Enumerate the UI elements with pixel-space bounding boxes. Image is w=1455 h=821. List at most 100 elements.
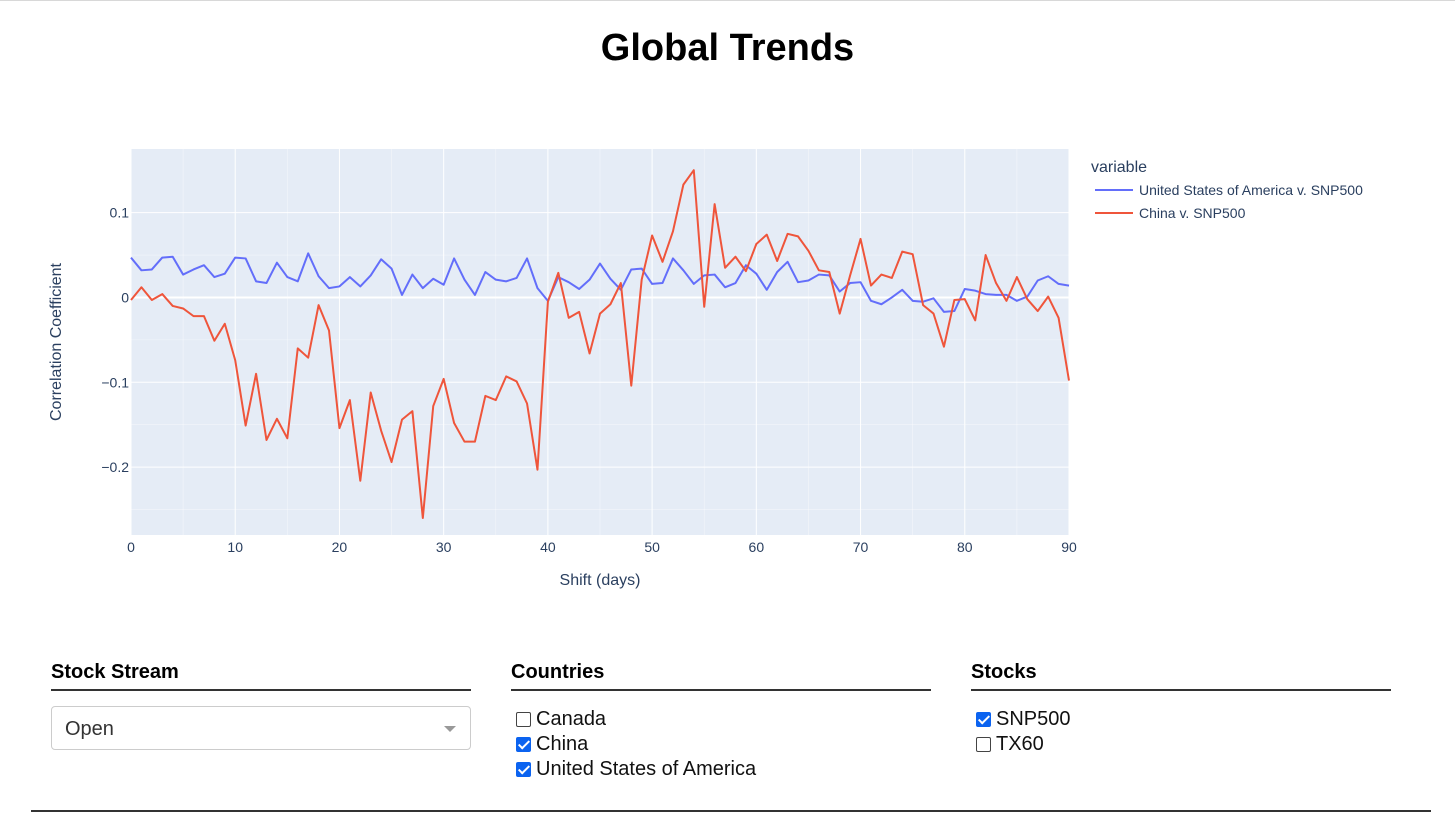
data-point (526, 257, 528, 259)
y-axis-title: Correlation Coefficient (48, 262, 65, 421)
country-option[interactable]: China (516, 732, 931, 757)
data-point (391, 461, 393, 463)
data-point (380, 430, 382, 432)
data-point (318, 275, 320, 277)
data-point (484, 395, 486, 397)
data-point (682, 184, 684, 186)
legend-title: variable (1091, 159, 1147, 176)
data-point (807, 250, 809, 252)
data-point (255, 280, 257, 282)
data-point (370, 274, 372, 276)
legend-item-label: China v. SNP500 (1139, 205, 1246, 221)
data-point (151, 268, 153, 270)
data-point (933, 297, 935, 299)
stocks-checklist: SNP500 TX60 (971, 707, 1391, 757)
data-point (328, 330, 330, 332)
data-point (547, 301, 549, 303)
data-point (536, 287, 538, 289)
data-point (1016, 276, 1018, 278)
data-point (912, 300, 914, 302)
country-checkbox[interactable] (516, 737, 531, 752)
data-point (1047, 296, 1049, 298)
data-point (495, 399, 497, 401)
data-point (245, 425, 247, 427)
stock-option[interactable]: TX60 (976, 732, 1391, 757)
data-point (599, 263, 601, 265)
data-point (1068, 380, 1070, 382)
y-tick-label: 0.1 (110, 205, 130, 221)
data-point (1047, 275, 1049, 277)
data-point (161, 293, 163, 295)
data-point (933, 313, 935, 315)
data-point (641, 279, 643, 281)
data-point (474, 294, 476, 296)
data-point (568, 281, 570, 283)
legend-item-label: United States of America v. SNP500 (1139, 182, 1363, 198)
data-point (140, 269, 142, 271)
data-point (985, 293, 987, 295)
data-point (557, 272, 559, 274)
data-point (703, 306, 705, 308)
x-tick-label: 20 (332, 539, 348, 555)
country-option[interactable]: Canada (516, 707, 931, 732)
x-tick-label: 40 (540, 539, 556, 555)
data-point (922, 304, 924, 306)
data-point (1026, 298, 1028, 300)
data-point (484, 271, 486, 273)
country-checkbox[interactable] (516, 762, 531, 777)
data-point (724, 286, 726, 288)
x-tick-label: 0 (127, 539, 135, 555)
data-point (599, 313, 601, 315)
data-point (338, 285, 340, 287)
data-point (505, 375, 507, 377)
stock-option[interactable]: SNP500 (976, 707, 1391, 732)
data-point (193, 315, 195, 317)
data-point (766, 234, 768, 236)
data-point (776, 260, 778, 262)
data-point (411, 410, 413, 412)
series-line-0 (130, 252, 1070, 313)
data-point (818, 269, 820, 271)
data-point (453, 257, 455, 259)
data-point (651, 283, 653, 285)
data-point (265, 282, 267, 284)
country-option[interactable]: United States of America (516, 757, 931, 782)
data-point (891, 296, 893, 298)
chevron-down-icon[interactable] (444, 726, 456, 732)
stocks-title: Stocks (971, 661, 1391, 691)
data-point (286, 437, 288, 439)
data-point (182, 307, 184, 309)
data-point (755, 273, 757, 275)
data-point (1058, 317, 1060, 319)
data-point (1037, 279, 1039, 281)
data-point (714, 203, 716, 205)
data-point (1016, 300, 1018, 302)
country-checkbox[interactable] (516, 712, 531, 727)
stock-checkbox[interactable] (976, 737, 991, 752)
stock-stream-title: Stock Stream (51, 661, 471, 691)
data-point (974, 290, 976, 292)
data-point (151, 299, 153, 301)
data-point (734, 282, 736, 284)
data-point (172, 256, 174, 258)
data-point (443, 284, 445, 286)
data-point (213, 276, 215, 278)
data-point (693, 283, 695, 285)
countries-title: Countries (511, 661, 931, 691)
stock-stream-dropdown[interactable]: Open (51, 706, 471, 750)
data-point (860, 238, 862, 240)
data-point (880, 303, 882, 305)
data-point (589, 279, 591, 281)
data-point (839, 313, 841, 315)
data-point (828, 271, 830, 273)
stock-checkbox[interactable] (976, 712, 991, 727)
data-point (870, 285, 872, 287)
data-point (516, 380, 518, 382)
data-point (401, 419, 403, 421)
data-point (401, 294, 403, 296)
data-point (755, 243, 757, 245)
data-point (630, 268, 632, 270)
data-point (516, 277, 518, 279)
data-point (818, 274, 820, 276)
